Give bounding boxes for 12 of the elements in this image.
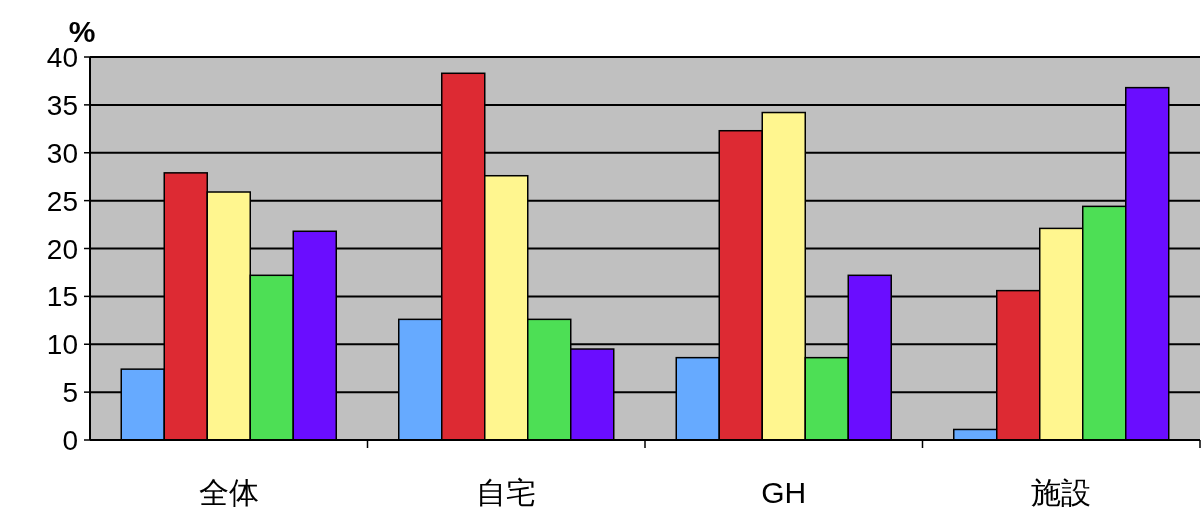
- y-tick-label: 25: [46, 185, 78, 217]
- y-tick-label: 5: [62, 377, 78, 409]
- y-tick-label: 35: [46, 89, 78, 121]
- y-tick-label: 20: [46, 233, 78, 265]
- x-tick-label: 全体: [198, 476, 259, 509]
- y-tick-label: 10: [46, 329, 78, 361]
- x-tick-label: 施設: [1031, 476, 1092, 509]
- y-tick-label: 30: [46, 137, 78, 169]
- x-tick-label: 自宅: [476, 476, 537, 509]
- y-tick-label: 0: [62, 425, 78, 456]
- x-tick-label: GH: [761, 476, 807, 509]
- y-tick-label: 15: [46, 281, 78, 313]
